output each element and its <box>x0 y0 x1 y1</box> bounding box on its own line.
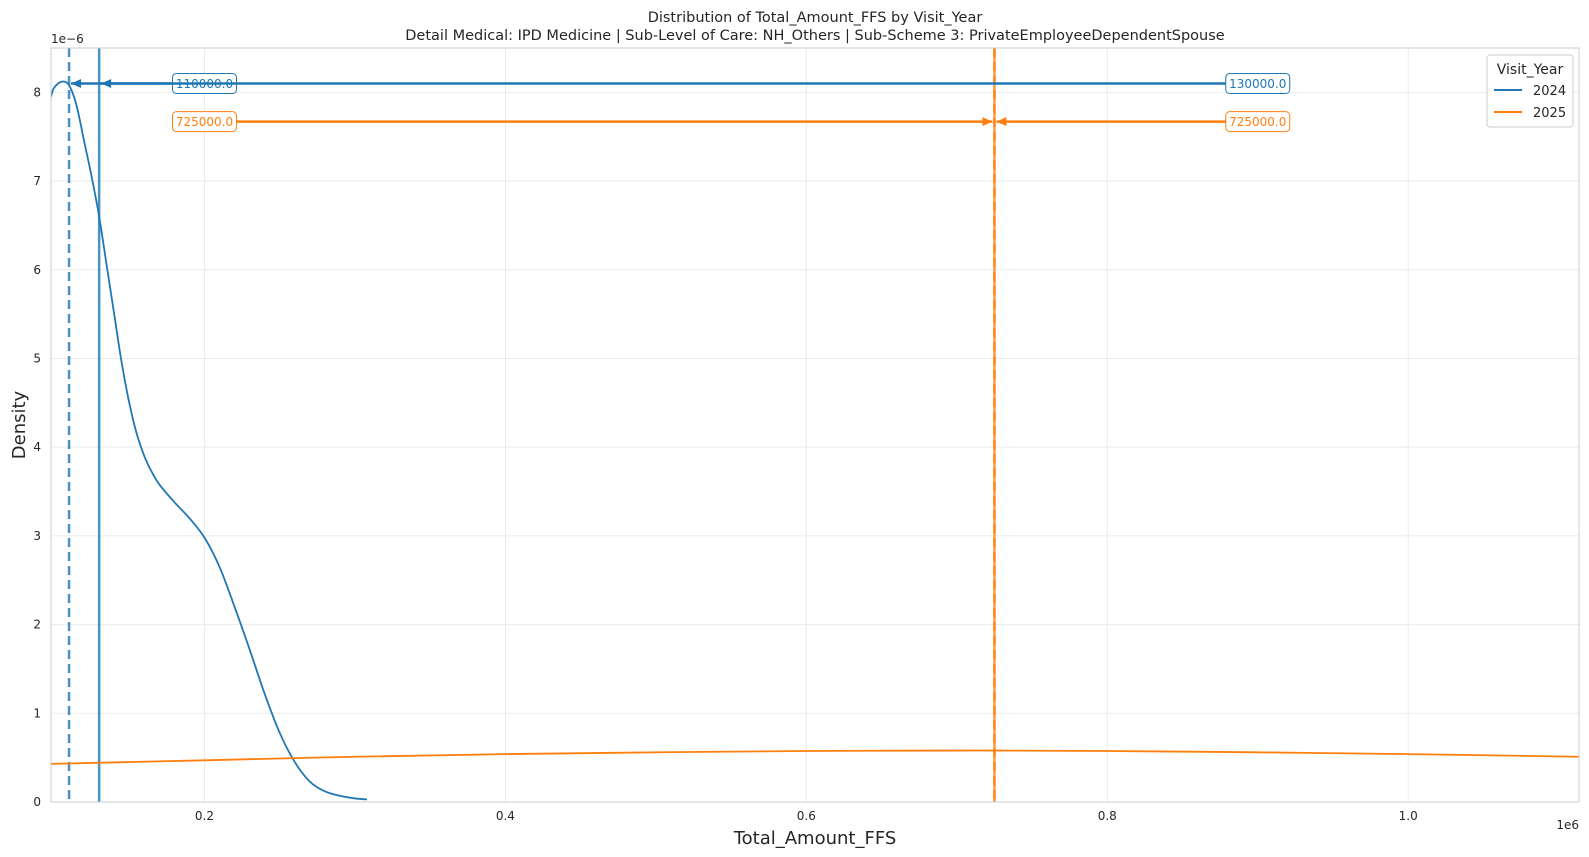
plot-frame <box>50 47 1580 803</box>
x-tick-label: 0.8 <box>1098 809 1117 823</box>
density-curves <box>51 80 1579 801</box>
arrow-head <box>101 78 112 88</box>
density-curve-2024 <box>51 80 368 801</box>
y-tick-label: 0 <box>33 795 41 809</box>
chart-subtitle: Detail Medical: IPD Medicine | Sub-Level… <box>405 28 1225 44</box>
annotation-box <box>1225 72 1291 94</box>
y-tick-label: 5 <box>33 351 41 365</box>
arrow-head <box>71 78 82 88</box>
x-axis-exponent: 1e6 <box>1556 818 1579 832</box>
legend-label-2025: 2025 <box>1533 106 1566 121</box>
annotation-box <box>1225 111 1291 133</box>
annotation-label: 725000.0 <box>1229 115 1286 129</box>
y-axis-label: Density <box>9 390 30 459</box>
y-tick-label: 2 <box>33 618 41 632</box>
y-axis-exponent: 1e−6 <box>51 32 84 46</box>
x-tick-label: 1.0 <box>1399 809 1418 823</box>
plot-background <box>51 48 1579 802</box>
y-tick-label: 1 <box>33 706 41 720</box>
y-tick-label: 4 <box>33 440 41 454</box>
legend: Visit_Year 2024 2025 <box>1486 54 1574 128</box>
x-tick-label: 0.4 <box>496 809 515 823</box>
y-tick-label: 3 <box>33 529 41 543</box>
annotation-box <box>171 111 237 133</box>
x-tick-label: 0.6 <box>797 809 816 823</box>
density-curve-2025 <box>51 749 1579 765</box>
legend-label-2024: 2024 <box>1533 84 1566 99</box>
tick-labels: 0.2 0.4 0.6 0.8 1.0 0 1 2 3 4 5 6 7 8 <box>33 85 1417 823</box>
annotation-label: 130000.0 <box>1229 77 1286 91</box>
x-axis-label: Total_Amount_FFS <box>733 828 897 849</box>
x-tick-label: 0.2 <box>195 809 214 823</box>
y-tick-label: 8 <box>33 85 41 99</box>
y-tick-label: 7 <box>33 174 41 188</box>
reference-lines <box>67 48 996 802</box>
arrow-head <box>982 117 993 127</box>
y-tick-label: 6 <box>33 263 41 277</box>
legend-box <box>1486 54 1574 128</box>
annotation-label: 725000.0 <box>176 115 233 129</box>
chart-title: Distribution of Total_Amount_FFS by Visi… <box>648 10 983 26</box>
arrow-head <box>996 117 1007 127</box>
legend-title: Visit_Year <box>1497 62 1564 78</box>
